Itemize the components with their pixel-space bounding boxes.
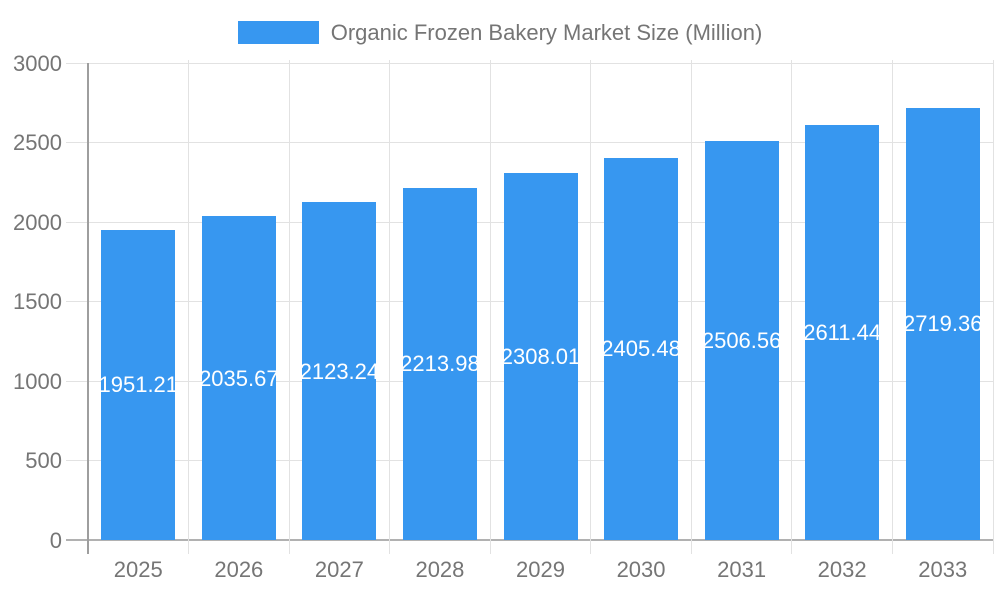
v-gridline (288, 60, 290, 554)
v-gridline (690, 60, 692, 554)
y-tick-label: 2500 (13, 130, 62, 155)
x-tick-label: 2026 (214, 557, 264, 582)
chart-legend: Organic Frozen Bakery Market Size (Milli… (0, 21, 1000, 44)
x-tick-label: 2027 (314, 557, 364, 582)
x-tick-label: 2033 (918, 557, 968, 582)
y-tick-label: 1500 (13, 289, 62, 314)
bar[interactable] (201, 216, 276, 540)
bar[interactable] (402, 187, 477, 540)
h-gridline (66, 62, 993, 64)
bar[interactable] (905, 107, 980, 540)
v-gridline (188, 60, 190, 554)
h-gridline (66, 142, 993, 143)
bar[interactable] (704, 141, 779, 540)
y-tick-label: 1000 (13, 368, 62, 394)
x-tick-label: 2031 (717, 557, 767, 582)
v-gridline (791, 60, 793, 554)
legend-series-label[interactable]: Organic Frozen Bakery Market Size (Milli… (330, 20, 763, 45)
bar[interactable] (805, 124, 880, 540)
y-tick-label: 0 (49, 527, 62, 553)
x-axis-line (66, 539, 993, 541)
v-gridline (489, 60, 491, 554)
y-tick-label: 2000 (13, 209, 62, 235)
v-gridline (590, 60, 592, 554)
legend-swatch[interactable] (237, 21, 319, 44)
x-tick-label: 2025 (113, 557, 163, 582)
bar[interactable] (503, 173, 578, 540)
bar[interactable] (302, 202, 377, 540)
y-tick-label: 3000 (13, 50, 62, 76)
v-gridline (389, 60, 391, 554)
x-tick-label: 2028 (415, 557, 465, 582)
bar[interactable] (604, 157, 679, 540)
x-tick-label: 2030 (616, 557, 666, 582)
v-gridline (891, 60, 893, 554)
x-tick-label: 2029 (516, 557, 565, 582)
y-tick-label: 500 (25, 448, 62, 473)
bar[interactable] (101, 229, 176, 540)
v-gridline (992, 60, 994, 554)
x-tick-label: 2032 (817, 557, 867, 582)
y-axis-line (87, 63, 89, 554)
